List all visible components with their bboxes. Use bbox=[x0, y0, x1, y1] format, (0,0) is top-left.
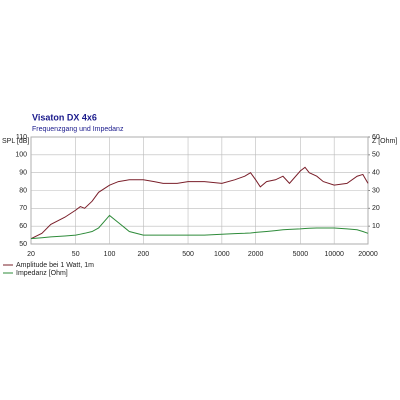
x-tick-label: 500 bbox=[182, 251, 194, 258]
x-tick-label: 1000 bbox=[214, 251, 230, 258]
x-tick-label: 100 bbox=[104, 251, 116, 258]
x-tick-label: 20000 bbox=[358, 251, 378, 258]
y2-tick-label: 60 bbox=[372, 134, 380, 141]
x-tick-label: 50 bbox=[72, 251, 80, 258]
y-tick-label: 90 bbox=[19, 170, 27, 177]
legend-label: Amplitude bei 1 Watt, 1m bbox=[16, 262, 94, 269]
y-tick-label: 100 bbox=[15, 152, 27, 159]
y2-tick-label: 10 bbox=[372, 223, 380, 230]
y-tick-label: 60 bbox=[19, 223, 27, 230]
y-tick-label: 80 bbox=[19, 187, 27, 194]
y2-tick-label: 20 bbox=[372, 205, 380, 212]
x-tick-label: 20 bbox=[27, 251, 35, 258]
chart-title: Visaton DX 4x6 bbox=[32, 112, 97, 122]
y2-axis-label: Z [Ohm] bbox=[372, 138, 397, 145]
y2-tick-label: 50 bbox=[372, 152, 380, 159]
y2-tick-label: 30 bbox=[372, 187, 380, 194]
y-tick-label: 70 bbox=[19, 205, 27, 212]
y-axis-label: SPL [dB] bbox=[2, 138, 29, 145]
chart-subtitle: Frequenzgang und Impedanz bbox=[32, 126, 124, 133]
x-tick-label: 200 bbox=[137, 251, 149, 258]
y-tick-label: 110 bbox=[16, 134, 27, 141]
series-line bbox=[30, 166, 369, 240]
x-tick-label: 10000 bbox=[324, 251, 344, 258]
x-tick-label: 5000 bbox=[293, 251, 309, 258]
series-line bbox=[30, 214, 369, 240]
legend-label: Impedanz [Ohm] bbox=[16, 270, 68, 277]
y2-tick-label: 40 bbox=[372, 170, 380, 177]
y-tick-label: 50 bbox=[19, 241, 27, 248]
x-tick-label: 2000 bbox=[248, 251, 264, 258]
